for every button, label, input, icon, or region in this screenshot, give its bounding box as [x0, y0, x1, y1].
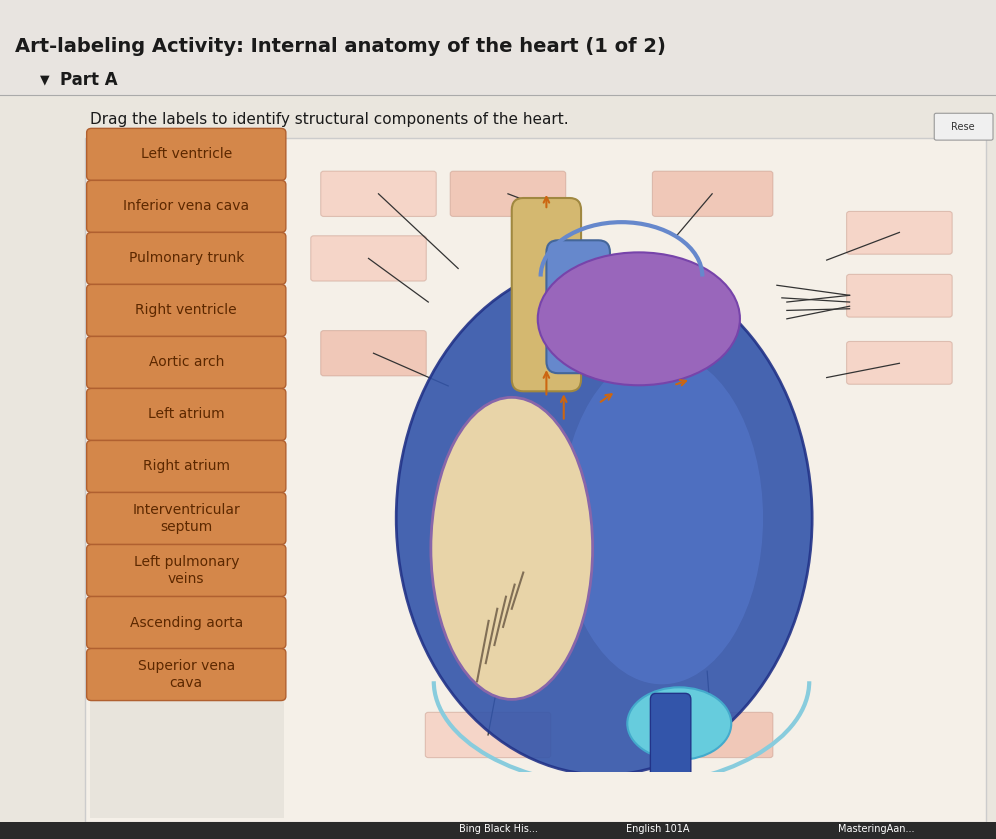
- Text: Right atrium: Right atrium: [142, 460, 230, 473]
- Ellipse shape: [561, 352, 763, 685]
- Text: Left ventricle: Left ventricle: [140, 148, 232, 161]
- Ellipse shape: [538, 253, 740, 385]
- FancyBboxPatch shape: [311, 236, 426, 281]
- FancyBboxPatch shape: [90, 143, 284, 818]
- Ellipse shape: [396, 262, 812, 775]
- FancyBboxPatch shape: [650, 693, 691, 778]
- Text: Pulmonary trunk: Pulmonary trunk: [128, 252, 244, 265]
- Text: Interventricular
septum: Interventricular septum: [132, 503, 240, 534]
- Ellipse shape: [627, 687, 731, 760]
- FancyBboxPatch shape: [87, 336, 286, 388]
- Text: MasteringAan...: MasteringAan...: [839, 824, 914, 834]
- FancyBboxPatch shape: [0, 0, 996, 101]
- FancyBboxPatch shape: [512, 198, 581, 391]
- Text: Aortic arch: Aortic arch: [148, 356, 224, 369]
- Text: Superior vena
cava: Superior vena cava: [137, 659, 235, 690]
- FancyBboxPatch shape: [87, 128, 286, 180]
- FancyBboxPatch shape: [87, 284, 286, 336]
- Text: Rese: Rese: [951, 122, 975, 132]
- FancyBboxPatch shape: [321, 171, 436, 216]
- FancyBboxPatch shape: [87, 545, 286, 597]
- FancyBboxPatch shape: [87, 440, 286, 492]
- FancyBboxPatch shape: [0, 96, 996, 839]
- FancyBboxPatch shape: [87, 597, 286, 649]
- Text: Part A: Part A: [60, 70, 118, 89]
- FancyBboxPatch shape: [847, 274, 952, 317]
- Text: ▼: ▼: [40, 73, 50, 86]
- Text: Right ventricle: Right ventricle: [135, 304, 237, 317]
- FancyBboxPatch shape: [652, 712, 773, 758]
- FancyBboxPatch shape: [87, 388, 286, 440]
- FancyBboxPatch shape: [450, 171, 566, 216]
- Text: English 101A: English 101A: [625, 824, 689, 834]
- FancyBboxPatch shape: [0, 822, 996, 839]
- Text: Bing Black His...: Bing Black His...: [458, 824, 538, 834]
- FancyBboxPatch shape: [87, 649, 286, 701]
- Text: Drag the labels to identify structural components of the heart.: Drag the labels to identify structural c…: [90, 112, 569, 128]
- Text: Left atrium: Left atrium: [148, 408, 224, 421]
- FancyBboxPatch shape: [934, 113, 993, 140]
- Text: Ascending aorta: Ascending aorta: [129, 616, 243, 629]
- FancyBboxPatch shape: [652, 171, 773, 216]
- FancyBboxPatch shape: [847, 341, 952, 384]
- FancyBboxPatch shape: [85, 138, 986, 822]
- FancyBboxPatch shape: [87, 232, 286, 284]
- FancyBboxPatch shape: [321, 331, 426, 376]
- Text: Left pulmonary
veins: Left pulmonary veins: [133, 555, 239, 586]
- FancyBboxPatch shape: [425, 712, 551, 758]
- Text: Art-labeling Activity: Internal anatomy of the heart (1 of 2): Art-labeling Activity: Internal anatomy …: [15, 37, 665, 55]
- FancyBboxPatch shape: [87, 180, 286, 232]
- FancyBboxPatch shape: [547, 240, 610, 373]
- FancyBboxPatch shape: [847, 211, 952, 254]
- FancyBboxPatch shape: [87, 492, 286, 545]
- Text: Inferior vena cava: Inferior vena cava: [124, 200, 249, 213]
- Ellipse shape: [431, 398, 593, 700]
